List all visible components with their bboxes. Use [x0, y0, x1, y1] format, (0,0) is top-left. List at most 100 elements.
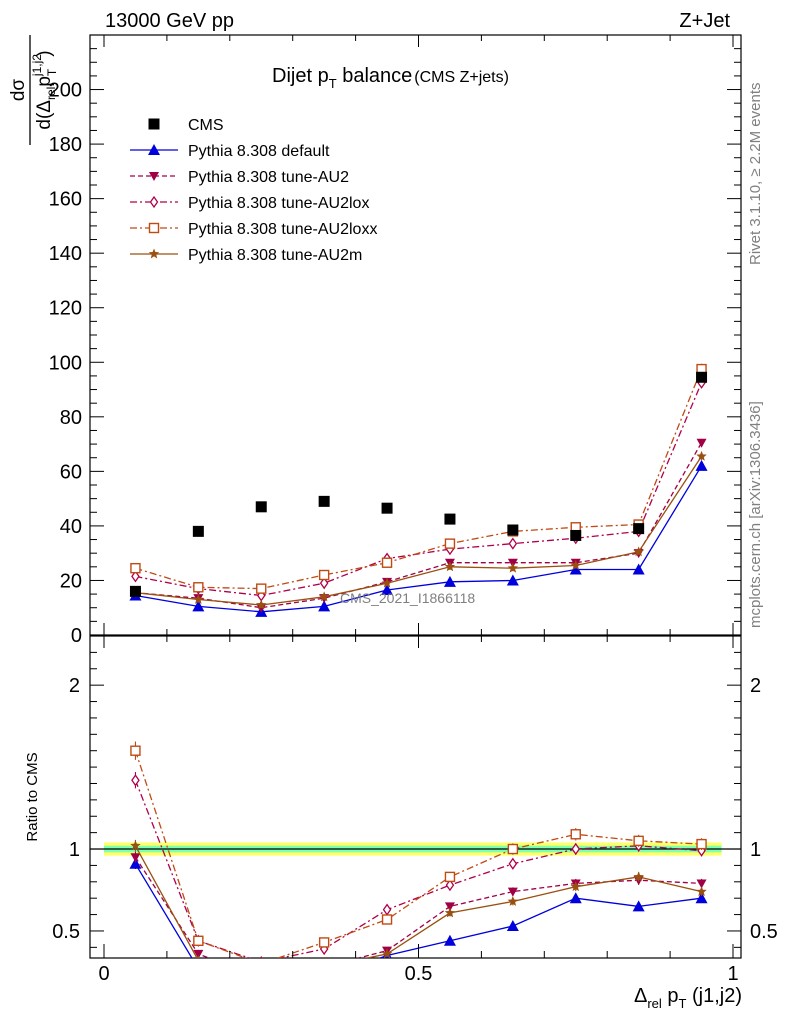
- ratio-point: [445, 878, 455, 892]
- title-note-part: (CMS Z+jets): [414, 69, 509, 86]
- main-series-line-5: [135, 456, 703, 606]
- ylabel-den-post: ): [34, 50, 55, 56]
- ratio-point: [381, 914, 393, 925]
- ratio-point: [130, 745, 141, 756]
- main-point: [696, 438, 707, 448]
- ratio-point: [444, 907, 456, 918]
- header-right-label: Z+Jet: [679, 10, 730, 32]
- ratio-point: [197, 954, 200, 958]
- ratio-point: [255, 977, 267, 988]
- x-tick-label: 1: [727, 963, 738, 985]
- main-point: [318, 600, 331, 612]
- legend: CMS Pythia 8.308 default Pythia 8.308 tune…: [130, 117, 377, 264]
- legend-label: Pythia 8.308 tune-AU2loxx: [188, 221, 377, 238]
- header-left-label: 13000 GeV pp: [105, 10, 234, 32]
- legend-marker: [148, 248, 160, 259]
- title-sub-part: T: [329, 76, 337, 91]
- main-series-2: [130, 438, 707, 613]
- x-tick-label: 0: [98, 963, 109, 985]
- main-point: [129, 585, 141, 597]
- ratio-point: [443, 934, 456, 946]
- main-point: [381, 584, 394, 595]
- ratio-y-tick-label: 1: [69, 839, 80, 861]
- main-series-line-3: [135, 382, 703, 597]
- main-point: [381, 577, 393, 588]
- main-point: [696, 450, 707, 461]
- main-point: [506, 574, 519, 586]
- xlabel-sub1: rel: [647, 996, 662, 1011]
- ratio-y-tick-label: 2: [69, 675, 80, 697]
- main-point: [130, 562, 141, 574]
- legend-item-0: CMS: [148, 117, 224, 134]
- ratio-point: [257, 959, 266, 968]
- main-point: [381, 502, 393, 514]
- legend-label: CMS: [188, 117, 224, 134]
- main-plot-panel: 0 20 40 60 80 100 120 140 160 180 200 CMS_2021_I18…: [8, 34, 742, 647]
- ratio-point: [193, 935, 204, 946]
- main-y-tick-label: 180: [49, 134, 82, 156]
- ylabel-den-sub1: rel: [44, 87, 58, 100]
- main-point: [632, 563, 645, 575]
- legend-marker: [149, 172, 159, 181]
- ratio-series-4: [130, 839, 707, 980]
- main-y-tick-label: 40: [60, 516, 82, 538]
- ratio-point: [571, 842, 581, 856]
- title-main-part: Dijet p: [272, 65, 329, 87]
- watermark-label: CMS_2021_I1866118: [340, 590, 475, 606]
- legend-label: Pythia 8.308 default: [188, 143, 330, 160]
- ratio-point: [444, 902, 455, 912]
- main-series-group: [129, 363, 708, 617]
- ylabel-numerator: dσ: [8, 79, 29, 102]
- ratio-y-axis-label: Ratio to CMS: [24, 752, 41, 841]
- ratio-y-tick-label-right: 1: [750, 839, 761, 861]
- x-tick-label: 0.5: [405, 963, 433, 985]
- main-y-axis-label: dσ d(Δrelpj1,j2T): [8, 35, 59, 145]
- ratio-point: [507, 843, 519, 855]
- main-y-tick-label: 120: [49, 298, 82, 320]
- main-point: [318, 569, 330, 581]
- ratio-series-line-3: [134, 750, 702, 958]
- ratio-point: [256, 970, 266, 980]
- main-point: [255, 501, 267, 513]
- ratio-plot-frame: [89, 635, 742, 959]
- legend-item-3: Pythia 8.308 tune-AU2lox: [130, 195, 369, 212]
- main-y-tick-label: 80: [60, 407, 82, 429]
- ratio-point: [256, 974, 266, 983]
- main-point: [256, 583, 267, 594]
- main-point: [256, 599, 267, 610]
- ratio-point: [319, 963, 329, 972]
- ratio-point: [508, 857, 518, 870]
- ratio-point: [192, 963, 204, 974]
- main-point: [507, 562, 519, 573]
- main-y-tick-label: 0: [71, 625, 82, 647]
- main-point: [193, 582, 204, 593]
- ratio-point: [444, 871, 456, 883]
- legend-label: Pythia 8.308 tune-AU2: [188, 169, 349, 186]
- ratio-point: [696, 879, 707, 889]
- main-point: [381, 557, 393, 568]
- main-series-4: [130, 363, 707, 594]
- ratio-point: [130, 853, 141, 863]
- ratio-series-line-1: [134, 856, 702, 958]
- ratio-point: [319, 962, 329, 972]
- main-point: [319, 577, 329, 590]
- ratio-point: [193, 949, 204, 958]
- legend-label: Pythia 8.308 tune-AU2lox: [188, 195, 369, 212]
- ylabel-den-sub2: T: [45, 68, 59, 76]
- main-y-tick-label: 160: [49, 189, 82, 211]
- main-point: [318, 591, 330, 602]
- main-y-axis-ticks: 0 20 40 60 80 100 120 140 160 180 200: [49, 35, 741, 647]
- ratio-point: [695, 892, 708, 904]
- ratio-series-line-2: [134, 779, 702, 958]
- ratio-point: [569, 892, 582, 904]
- main-point: [444, 538, 456, 549]
- ratio-point: [382, 903, 392, 916]
- x-axis-label: Δrel pT (j1,j2): [634, 985, 742, 1011]
- ratio-point: [633, 835, 644, 847]
- main-y-tick-label: 100: [49, 352, 82, 374]
- ratio-point: [507, 895, 519, 906]
- main-point: [193, 594, 204, 604]
- main-title: Dijet pT balance (CMS Z+jets): [272, 65, 509, 91]
- main-series-line-2: [135, 442, 703, 609]
